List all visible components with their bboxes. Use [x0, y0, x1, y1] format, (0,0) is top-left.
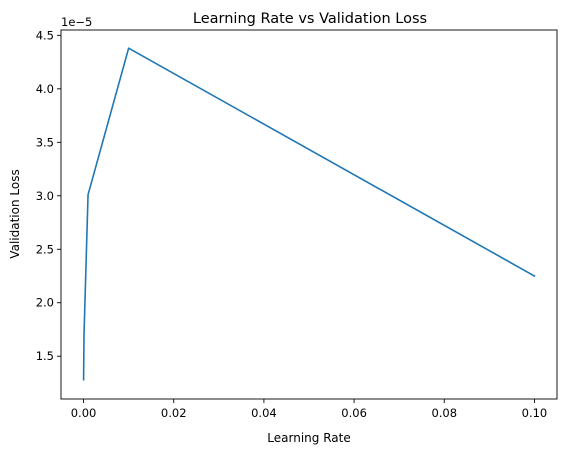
- series-layer: [82, 47, 536, 381]
- plot-frame: [60, 29, 558, 400]
- x-axis-ticks: 0.00 0.02 0.04 0.06 0.08 0.10: [71, 399, 548, 420]
- y-tick-label: 4.0: [36, 82, 54, 96]
- x-tick-label: 0.08: [431, 406, 457, 420]
- y-axis-label: Validation Loss: [8, 169, 22, 258]
- x-tick-label: 0.10: [522, 406, 548, 420]
- y-tick-label: 3.0: [36, 189, 54, 203]
- y-tick-label: 2.0: [36, 296, 54, 310]
- x-tick-label: 0.02: [161, 406, 187, 420]
- y-tick-label: 2.5: [36, 242, 54, 256]
- y-offset-label: 1e−5: [61, 15, 92, 29]
- y-tick-label: 4.5: [36, 28, 54, 42]
- x-axis-label: Learning Rate: [267, 431, 350, 445]
- chart-title: Learning Rate vs Validation Loss: [193, 11, 427, 27]
- x-tick-label: 0.06: [341, 406, 367, 420]
- x-tick-label: 0.00: [71, 406, 97, 420]
- y-tick-label: 3.5: [36, 135, 54, 149]
- y-tick-label: 1.5: [36, 349, 54, 363]
- y-axis-ticks: 1.5 2.0 2.5 3.0 3.5 4.0 4.5: [36, 28, 61, 363]
- series-line: [82, 47, 536, 381]
- x-tick-label: 0.04: [251, 406, 277, 420]
